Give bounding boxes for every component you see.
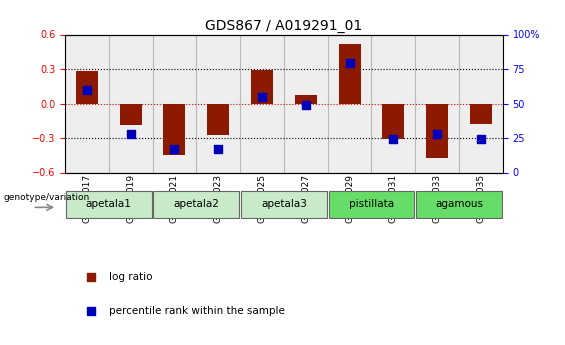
Bar [372,34,415,172]
Text: apetala2: apetala2 [173,199,219,209]
Bar [295,96,317,104]
Bar [120,104,142,125]
Bar [328,34,372,172]
Bar [329,191,414,218]
Bar [65,34,109,172]
Bar [154,191,239,218]
Bar [415,34,459,172]
Point [214,146,223,152]
Point [345,61,354,66]
Text: percentile rank within the sample: percentile rank within the sample [109,306,285,316]
Point [433,131,442,137]
Text: genotype/variation: genotype/variation [3,194,89,203]
Bar [416,191,502,218]
Point [301,102,310,108]
Bar [241,191,327,218]
Point [258,94,267,99]
Bar [163,104,185,155]
Bar [383,104,405,139]
Text: apetala1: apetala1 [86,199,132,209]
Bar [470,104,492,124]
Title: GDS867 / A019291_01: GDS867 / A019291_01 [205,19,363,33]
Bar [284,34,328,172]
Bar [207,104,229,135]
Bar [338,44,360,104]
Bar [66,191,151,218]
Point [126,131,135,137]
Text: pistillata: pistillata [349,199,394,209]
Text: log ratio: log ratio [109,273,152,282]
Text: apetala3: apetala3 [261,199,307,209]
Bar [197,34,240,172]
Point [87,275,96,280]
Point [170,146,179,152]
Text: agamous: agamous [435,199,483,209]
Point [87,308,96,314]
Point [82,87,92,92]
Point [389,137,398,142]
Bar [240,34,284,172]
Bar [459,34,503,172]
Bar [426,104,448,158]
Bar [251,70,273,104]
Point [476,137,485,142]
Bar [76,71,98,104]
Bar [108,34,153,172]
Bar [153,34,197,172]
